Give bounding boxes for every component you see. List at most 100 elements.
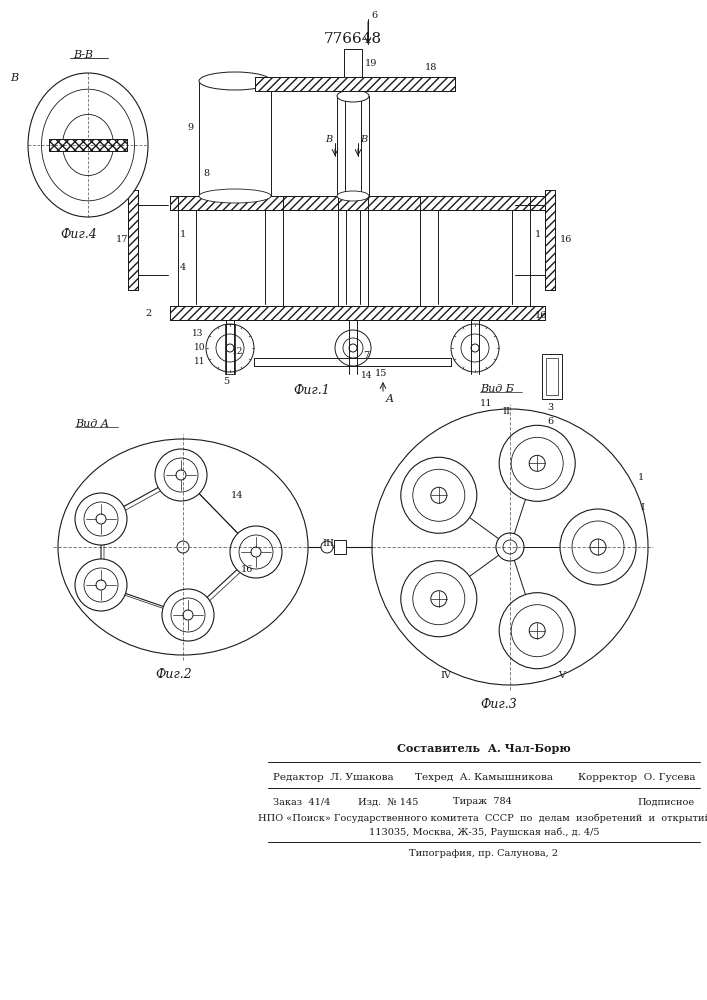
- Text: III: III: [322, 540, 334, 548]
- Circle shape: [96, 514, 106, 524]
- Ellipse shape: [62, 114, 114, 176]
- Ellipse shape: [42, 89, 134, 201]
- Text: 14: 14: [231, 490, 243, 499]
- Text: 11: 11: [480, 399, 493, 408]
- Text: 9: 9: [187, 122, 193, 131]
- Text: Заказ  41/4: Заказ 41/4: [273, 798, 330, 806]
- Ellipse shape: [28, 73, 148, 217]
- Circle shape: [230, 526, 282, 578]
- Circle shape: [177, 541, 189, 553]
- Text: Фиг.4: Фиг.4: [60, 229, 97, 241]
- Circle shape: [530, 455, 545, 471]
- Bar: [338, 196, 368, 306]
- Circle shape: [176, 470, 186, 480]
- Circle shape: [413, 573, 464, 625]
- Text: Редактор  Л. Ушакова: Редактор Л. Ушакова: [273, 774, 394, 782]
- Text: 18: 18: [425, 62, 438, 72]
- Text: В-В: В-В: [73, 50, 93, 60]
- Text: Подписное: Подписное: [638, 798, 695, 806]
- Text: Типография, пр. Салунова, 2: Типография, пр. Салунова, 2: [409, 850, 559, 858]
- Text: 16: 16: [241, 564, 253, 574]
- Circle shape: [75, 493, 127, 545]
- Bar: [546, 358, 558, 395]
- Ellipse shape: [199, 189, 271, 203]
- Text: 3: 3: [547, 402, 553, 412]
- Text: Тираж  784: Тираж 784: [453, 798, 512, 806]
- Bar: [128, 190, 138, 290]
- Bar: [170, 196, 545, 210]
- Text: 776648: 776648: [324, 32, 382, 46]
- Circle shape: [413, 469, 464, 521]
- Text: Вид Б: Вид Б: [480, 384, 514, 394]
- Circle shape: [162, 589, 214, 641]
- Circle shape: [251, 547, 261, 557]
- Text: A: A: [386, 394, 394, 404]
- Bar: [420, 196, 530, 306]
- Text: II: II: [502, 406, 510, 416]
- Circle shape: [503, 540, 517, 554]
- Text: 19: 19: [365, 58, 378, 68]
- Bar: [545, 190, 555, 290]
- Bar: [199, 81, 271, 196]
- Text: Вид А: Вид А: [75, 419, 109, 429]
- Bar: [178, 196, 283, 306]
- Circle shape: [530, 623, 545, 639]
- Circle shape: [84, 502, 118, 536]
- Bar: [170, 306, 545, 320]
- Bar: [170, 306, 545, 320]
- Text: 12: 12: [232, 348, 243, 357]
- Text: 7: 7: [363, 352, 369, 360]
- Bar: [334, 540, 346, 554]
- Text: Фиг.3: Фиг.3: [480, 698, 517, 712]
- Text: 8: 8: [203, 168, 209, 178]
- Text: 13: 13: [192, 330, 204, 338]
- Text: B: B: [325, 134, 332, 143]
- Circle shape: [75, 559, 127, 611]
- Circle shape: [183, 610, 193, 620]
- Circle shape: [499, 425, 575, 501]
- Text: 6: 6: [371, 10, 377, 19]
- Text: 5: 5: [223, 377, 229, 386]
- Circle shape: [96, 580, 106, 590]
- Text: 1: 1: [638, 474, 644, 483]
- Circle shape: [401, 561, 477, 637]
- Circle shape: [239, 535, 273, 569]
- Bar: [49, 139, 127, 151]
- Circle shape: [321, 541, 333, 553]
- Circle shape: [572, 521, 624, 573]
- Bar: [225, 324, 235, 374]
- Bar: [170, 196, 545, 210]
- Ellipse shape: [337, 191, 369, 201]
- Text: Корректор  О. Гусева: Корректор О. Гусева: [578, 774, 695, 782]
- Text: 16: 16: [560, 235, 573, 244]
- Text: 15: 15: [375, 369, 387, 378]
- Circle shape: [511, 605, 563, 657]
- Bar: [542, 354, 562, 399]
- Circle shape: [164, 458, 198, 492]
- Bar: [545, 190, 555, 290]
- Text: V: V: [558, 670, 565, 680]
- Circle shape: [560, 509, 636, 585]
- Text: НПО «Поиск» Государственного комитета  СССР  по  делам  изобретений  и  открытий: НПО «Поиск» Государственного комитета СС…: [257, 813, 707, 823]
- Text: Фиг.2: Фиг.2: [155, 668, 192, 682]
- Text: 6: 6: [547, 416, 553, 426]
- Bar: [344, 49, 362, 77]
- Circle shape: [511, 437, 563, 489]
- Circle shape: [499, 593, 575, 669]
- Circle shape: [155, 449, 207, 501]
- Text: B: B: [360, 134, 367, 143]
- Text: Изд.  № 145: Изд. № 145: [358, 798, 419, 806]
- Text: Составитель  А. Чал-Борю: Составитель А. Чал-Борю: [397, 742, 571, 754]
- Text: 17: 17: [116, 235, 129, 244]
- Circle shape: [171, 598, 205, 632]
- Circle shape: [84, 568, 118, 602]
- Text: 16: 16: [535, 310, 547, 320]
- Bar: [49, 139, 127, 151]
- Circle shape: [496, 533, 524, 561]
- Circle shape: [431, 487, 447, 503]
- Text: I: I: [640, 502, 644, 512]
- Bar: [255, 77, 455, 91]
- Text: Фиг.1: Фиг.1: [293, 383, 329, 396]
- Bar: [337, 96, 369, 196]
- Text: IV: IV: [440, 670, 451, 680]
